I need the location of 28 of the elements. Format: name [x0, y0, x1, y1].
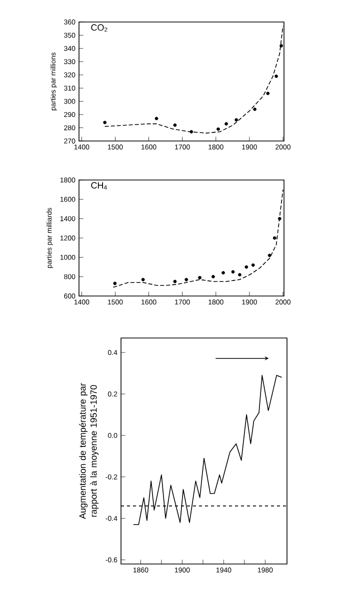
- point: [154, 116, 158, 120]
- point: [198, 276, 202, 280]
- point: [244, 265, 248, 269]
- chart-title: CO$_{2}$: [91, 24, 108, 32]
- y-axis-title: Augmentation de température par rapport à la moyenne 1951-1970: [79, 383, 99, 520]
- point: [173, 123, 177, 127]
- point: [253, 108, 256, 111]
- point: [231, 270, 235, 274]
- point: [224, 122, 228, 126]
- point: [268, 254, 272, 258]
- point: [266, 92, 270, 96]
- point: [190, 130, 194, 134]
- point: [211, 274, 215, 278]
- point: [173, 280, 177, 284]
- point: [103, 120, 107, 124]
- point: [278, 216, 282, 220]
- point: [216, 127, 220, 131]
- point: [222, 271, 225, 274]
- point: [113, 282, 117, 286]
- point: [234, 118, 238, 122]
- point: [251, 263, 255, 267]
- chart-title: CH$_{4}$: [91, 182, 107, 190]
- point: [274, 74, 278, 78]
- point: [280, 44, 284, 48]
- point: [141, 278, 145, 282]
- point: [272, 236, 276, 240]
- point: [184, 278, 188, 282]
- point: [238, 273, 242, 276]
